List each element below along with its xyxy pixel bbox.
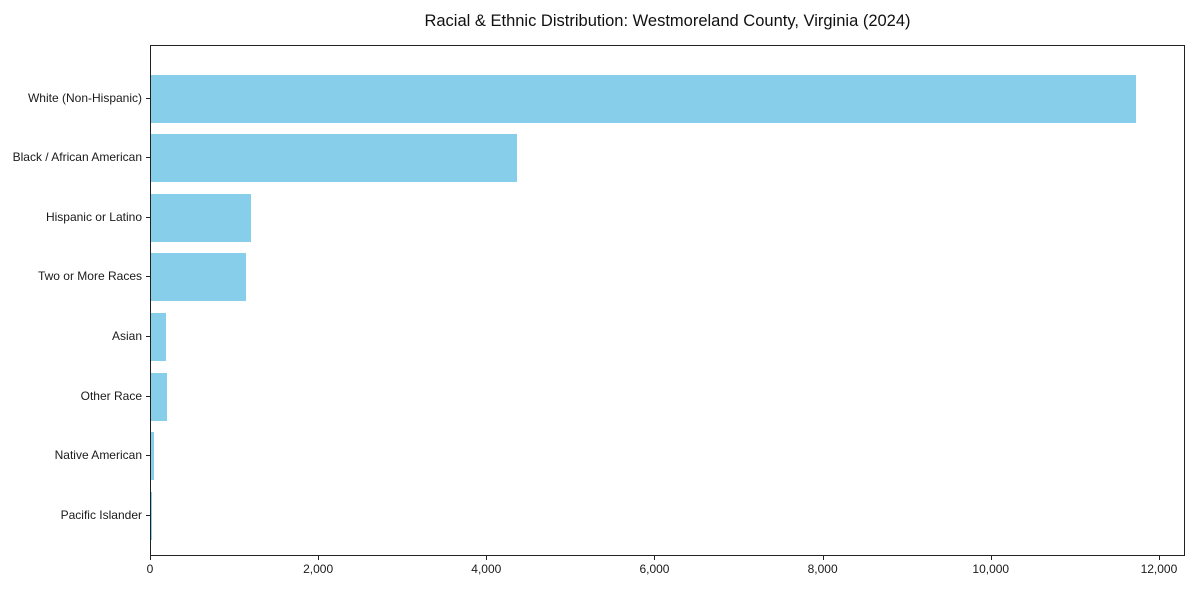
x-tick-label: 8,000 (807, 562, 838, 576)
y-tick-mark (146, 97, 150, 99)
x-tick-mark (150, 556, 151, 560)
y-tick-label-other-race: Other Race (80, 388, 142, 403)
y-tick-label-asian: Asian (111, 328, 142, 343)
bar-other-race (151, 372, 167, 421)
bar-hispanic-or-latino (151, 193, 252, 242)
x-tick-label: 10,000 (972, 562, 1010, 576)
y-tick-label-hispanic-or-latino: Hispanic or Latino (45, 209, 142, 224)
bar-two-or-more-races (151, 253, 246, 302)
y-tick-label-pacific-islander: Pacific Islander (60, 507, 142, 522)
bar-black-african-american (151, 134, 517, 183)
x-tick-label: 6,000 (639, 562, 670, 576)
x-tick-label: 0 (146, 562, 154, 576)
y-tick-mark (146, 455, 150, 457)
chart-title: Racial & Ethnic Distribution: Westmorela… (424, 12, 911, 30)
plot-area (150, 45, 1185, 556)
y-tick-mark (146, 216, 150, 218)
x-tick-mark (822, 556, 824, 560)
x-tick-mark (654, 556, 656, 560)
x-tick-label: 4,000 (471, 562, 502, 576)
x-tick-label: 2,000 (303, 562, 334, 576)
bar-asian (151, 312, 167, 361)
y-tick-mark (146, 157, 150, 159)
y-tick-mark (146, 395, 150, 397)
y-tick-label-black-african-american: Black / African American (12, 150, 142, 165)
x-tick-label: 12,000 (1140, 562, 1178, 576)
y-tick-mark (146, 276, 150, 278)
bar-native-american (151, 432, 154, 481)
y-tick-label-white-non-hispanic: White (Non-Hispanic) (27, 90, 142, 105)
x-tick-mark (990, 556, 992, 560)
y-tick-label-native-american: Native American (54, 448, 142, 463)
y-tick-label-two-or-more-races: Two or More Races (37, 269, 142, 284)
y-tick-mark (146, 335, 150, 337)
x-tick-mark (318, 556, 320, 560)
bar-white-non-hispanic (151, 74, 1137, 123)
x-tick-mark (1158, 556, 1160, 560)
y-tick-mark (146, 514, 150, 516)
x-tick-mark (486, 556, 488, 560)
